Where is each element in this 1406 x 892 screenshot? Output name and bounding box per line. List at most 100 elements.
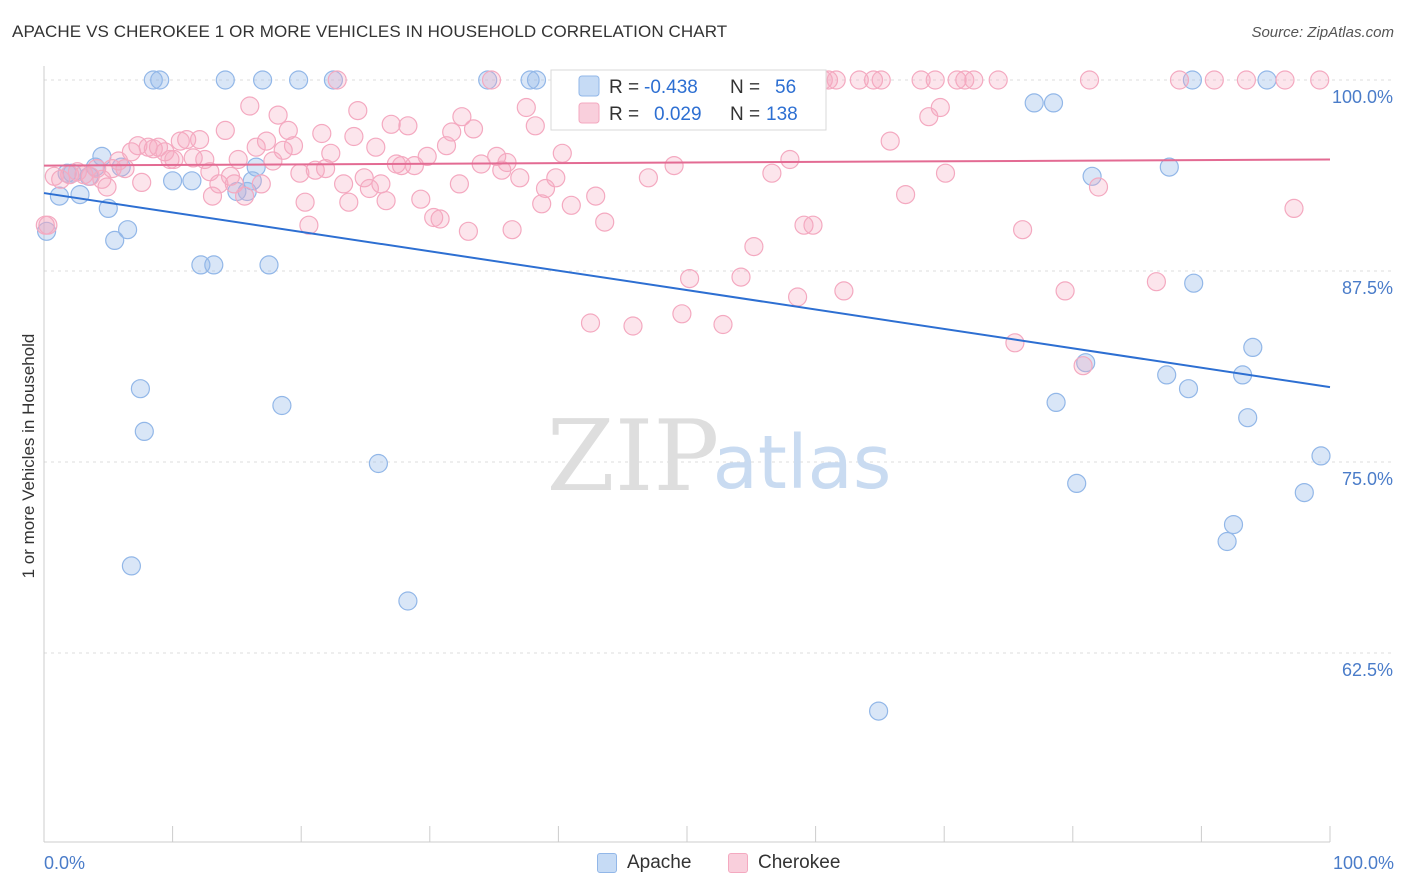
cherokee-point-110: [803, 215, 823, 235]
cherokee-point-85: [525, 116, 545, 136]
apache-point-0: [36, 221, 57, 241]
apache-point-9: [105, 230, 125, 250]
cherokee-point-8: [87, 159, 107, 179]
cherokee-point-54: [339, 192, 359, 212]
cherokee-point-42: [273, 140, 293, 160]
cherokee-point-76: [463, 119, 484, 139]
cherokee-point-72: [442, 122, 462, 142]
cherokee-point-51: [321, 143, 341, 163]
legend-label-cherokee: Cherokee: [758, 852, 841, 873]
apache-point-32: [398, 591, 418, 611]
apache-point-29: [289, 70, 309, 90]
cherokee-point-113: [826, 70, 846, 90]
cherokee-point-47: [299, 215, 319, 235]
cherokee-point-106: [762, 163, 782, 183]
cherokee-legend-swatch: [578, 102, 600, 124]
cherokee-point-83: [510, 168, 530, 188]
stats-legend: R = -0.438 N = 56 R = 0.029 N = 138: [550, 69, 827, 131]
apache-r-value: -0.438: [644, 77, 698, 98]
apache-point-55: [1311, 446, 1331, 466]
legend-item-apache: Apache: [597, 852, 691, 874]
cherokee-point-132: [1073, 356, 1093, 376]
cherokee-point-102: [713, 314, 733, 335]
apache-point-43: [1159, 157, 1179, 177]
cherokee-point-88: [546, 168, 566, 188]
apache-r-label: R =: [609, 77, 639, 98]
watermark: ZIP atlas: [547, 400, 892, 514]
cherokee-point-57: [354, 168, 374, 188]
cherokee-trend-line: [43, 158, 1331, 167]
apache-point-21: [215, 70, 235, 90]
cherokee-point-127: [964, 70, 984, 90]
cherokee-point-73: [449, 174, 469, 194]
x-tick-label-left: 0.0%: [44, 853, 85, 873]
apache-n-label: N =: [730, 77, 760, 98]
cherokee-n-value: 138: [766, 104, 798, 125]
apache-point-34: [520, 70, 540, 90]
cherokee-point-68: [417, 146, 437, 166]
cherokee-point-74: [452, 107, 472, 127]
cherokee-point-34: [228, 149, 248, 170]
cherokee-point-131: [1055, 281, 1075, 301]
source-label: Source: ZipAtlas.com: [1251, 24, 1394, 41]
cherokee-point-105: [744, 237, 764, 257]
apache-trend-line: [43, 192, 1331, 389]
cherokee-point-104: [731, 267, 751, 287]
cherokee-point-125: [947, 70, 967, 90]
cherokee-point-58: [359, 178, 379, 199]
y-tick-label-2: 87.5%: [1342, 278, 1393, 298]
cherokee-point-43: [278, 120, 298, 140]
cherokee-point-128: [988, 70, 1008, 90]
cherokee-point-13: [115, 159, 135, 179]
apache-point-28: [272, 395, 292, 416]
cherokee-point-139: [1275, 70, 1295, 90]
watermark-atlas: atlas: [713, 420, 892, 506]
watermark-zip: ZIP: [547, 400, 720, 514]
apache-point-16: [150, 70, 170, 90]
cherokee-point-91: [580, 313, 601, 333]
cherokee-point-70: [430, 209, 450, 229]
y-axis-label: 1 or more Vehicles in Household: [19, 334, 38, 579]
cherokee-point-36: [240, 96, 260, 116]
cherokee-point-107: [780, 149, 800, 170]
apache-n-value: 56: [775, 77, 796, 98]
cherokee-point-116: [863, 70, 884, 90]
apache-point-14: [134, 421, 154, 441]
cherokee-point-62: [381, 114, 401, 134]
cherokee-point-141: [1310, 70, 1330, 90]
apache-point-11: [117, 220, 138, 240]
cherokee-point-69: [424, 207, 444, 228]
apache-point-26: [253, 70, 273, 90]
cherokee-point-41: [268, 105, 288, 125]
apache-point-40: [1067, 473, 1087, 493]
cherokee-point-15: [128, 136, 148, 156]
cherokee-point-133: [1079, 70, 1100, 90]
cherokee-point-26: [190, 130, 210, 150]
apache-point-27: [259, 255, 279, 275]
cherokee-point-37: [246, 137, 266, 157]
cherokee-point-99: [672, 304, 692, 324]
cherokee-point-124: [935, 163, 956, 183]
apache-point-15: [143, 70, 163, 90]
cherokee-point-59: [366, 137, 386, 157]
apache-point-12: [121, 556, 141, 576]
cherokee-point-53: [334, 174, 354, 194]
apache-point-6: [85, 157, 106, 177]
cherokee-point-1: [38, 215, 58, 235]
apache-point-46: [1178, 379, 1199, 399]
cherokee-point-46: [295, 192, 315, 212]
cherokee-point-29: [202, 186, 223, 206]
apache-point-13: [130, 379, 150, 399]
legend-item-cherokee: Cherokee: [728, 852, 840, 874]
cherokee-point-92: [586, 186, 606, 206]
apache-point-31: [368, 453, 388, 474]
cherokee-point-56: [348, 100, 368, 121]
cherokee-point-60: [371, 174, 391, 194]
cherokee-point-96: [638, 168, 659, 188]
cherokee-point-119: [895, 185, 916, 205]
y-tick-labels: 62.5% 75.0% 87.5% 100.0%: [1332, 87, 1393, 680]
cherokee-point-123: [930, 97, 950, 118]
cherokee-point-39: [256, 131, 277, 151]
cherokee-point-61: [376, 191, 396, 211]
